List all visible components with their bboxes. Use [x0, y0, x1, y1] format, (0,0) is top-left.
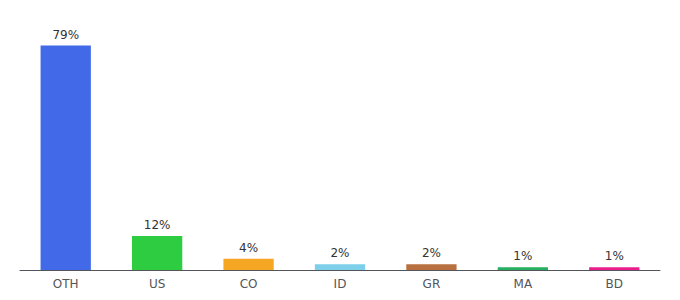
svg-text:US: US: [149, 277, 165, 291]
svg-text:BD: BD: [606, 277, 623, 291]
svg-text:12%: 12%: [144, 218, 171, 232]
svg-text:2%: 2%: [330, 246, 349, 260]
svg-text:1%: 1%: [605, 249, 624, 263]
svg-text:1%: 1%: [513, 249, 532, 263]
svg-text:2%: 2%: [422, 246, 441, 260]
svg-text:ID: ID: [334, 277, 347, 291]
svg-text:GR: GR: [423, 277, 441, 291]
svg-text:MA: MA: [514, 277, 533, 291]
svg-text:4%: 4%: [239, 241, 258, 255]
svg-text:OTH: OTH: [53, 277, 79, 291]
svg-text:79%: 79%: [52, 28, 79, 42]
svg-text:CO: CO: [240, 277, 258, 291]
